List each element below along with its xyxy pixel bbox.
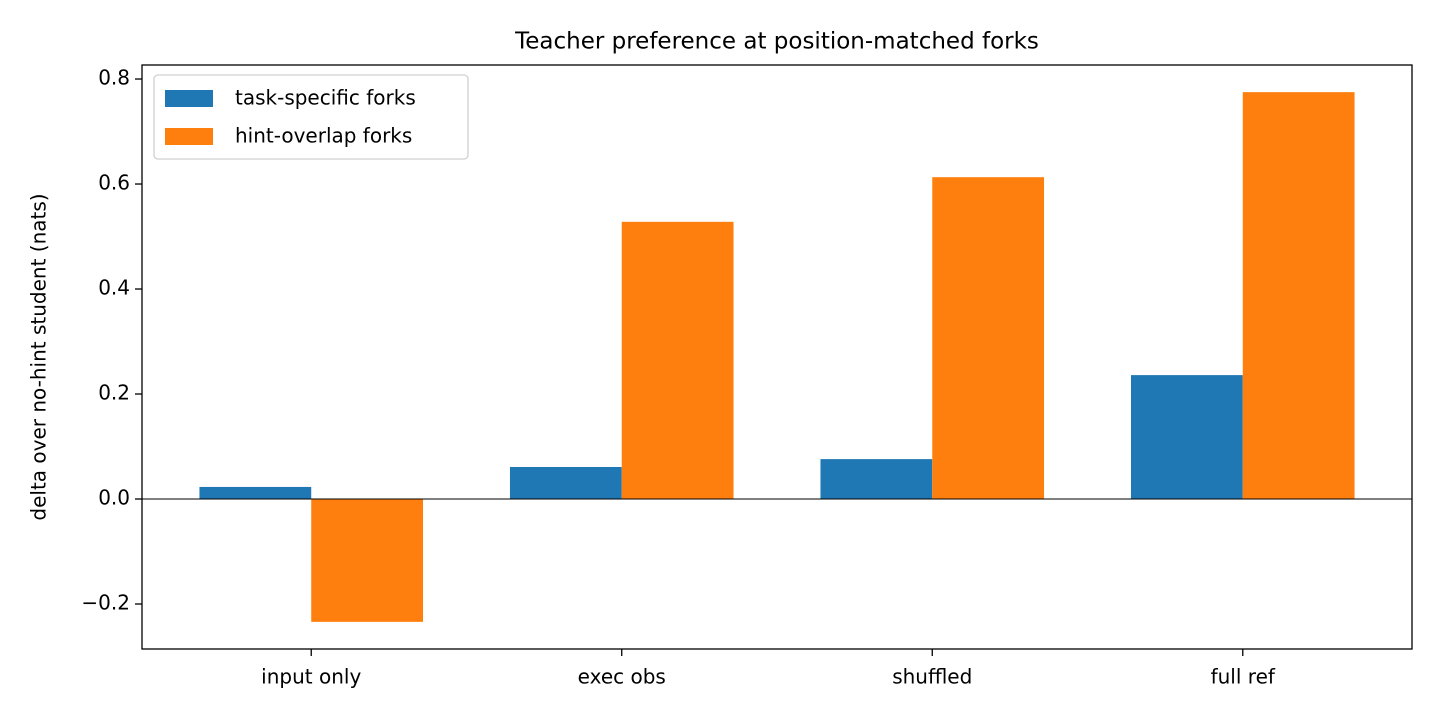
y-tick-label: 0.4 [98, 276, 130, 300]
chart-title: Teacher preference at position-matched f… [514, 29, 1039, 55]
bar [1130, 375, 1243, 500]
bar [311, 499, 424, 622]
legend-swatch [165, 90, 213, 107]
y-tick-label: 0.2 [98, 381, 130, 405]
y-axis-label: delta over no-hint student (nats) [27, 193, 51, 520]
bar [621, 221, 734, 500]
bar [199, 486, 312, 500]
x-tick-label: full ref [1211, 665, 1276, 689]
y-tick-label: 0.0 [98, 486, 130, 510]
plot-frame [141, 64, 1413, 650]
bar [1242, 92, 1355, 500]
x-tick-label: input only [261, 665, 361, 689]
bar [820, 459, 933, 500]
x-tick-label: exec obs [578, 665, 666, 689]
y-tick-label: 0.8 [98, 66, 130, 90]
y-tick-label: −0.2 [81, 591, 130, 615]
bar [509, 466, 622, 500]
legend-swatch [165, 128, 213, 145]
bar [932, 177, 1045, 500]
y-tick-label: 0.6 [98, 171, 130, 195]
legend-box [153, 74, 469, 160]
x-tick-label: shuffled [892, 665, 972, 689]
legend-label: hint-overlap forks [235, 124, 412, 148]
legend-label: task-specific forks [235, 86, 416, 110]
